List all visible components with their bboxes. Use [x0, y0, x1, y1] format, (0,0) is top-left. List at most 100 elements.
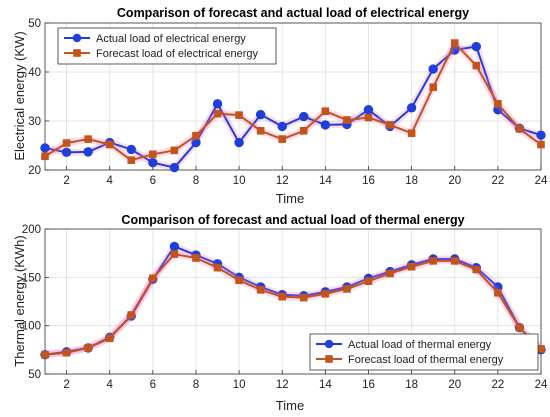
- x-tick-label: 22: [491, 379, 504, 391]
- data-point-actual: [61, 147, 72, 158]
- data-point-forecast: [278, 292, 287, 301]
- y-tick-label: 50: [28, 18, 41, 30]
- data-point-actual: [169, 162, 180, 173]
- data-point-actual: [212, 99, 223, 109]
- data-point-forecast: [84, 135, 92, 143]
- data-point-forecast: [256, 286, 265, 294]
- y-tick-label: 20: [28, 165, 41, 177]
- legend-label: Actual load of thermal energy: [348, 339, 492, 351]
- thermal-energy-chart: Comparison of forecast and actual load o…: [12, 213, 548, 413]
- data-point-forecast: [472, 265, 481, 274]
- electrical-chart-title: Comparison of forecast and actual load o…: [117, 6, 469, 20]
- data-point-forecast: [321, 289, 330, 298]
- data-point-forecast: [429, 83, 437, 91]
- x-tick-label: 10: [233, 379, 246, 391]
- data-point-forecast: [105, 334, 114, 343]
- data-point-actual: [471, 41, 482, 52]
- data-point-forecast: [407, 262, 416, 271]
- data-point-forecast: [537, 345, 545, 353]
- legend-marker-actual: [72, 33, 82, 43]
- x-tick-label: 10: [233, 175, 246, 187]
- x-tick-label: 14: [319, 379, 332, 391]
- data-point-forecast: [343, 285, 351, 293]
- data-point-actual: [406, 103, 417, 113]
- data-point-forecast: [213, 263, 222, 272]
- data-point-forecast: [450, 257, 459, 265]
- data-point-forecast: [494, 289, 502, 297]
- x-tick-label: 8: [193, 175, 199, 187]
- legend-marker-forecast: [325, 355, 333, 363]
- data-point-actual: [83, 147, 93, 157]
- x-tick-label: 4: [106, 379, 113, 391]
- data-point-actual: [536, 130, 546, 140]
- thermal-chart-xlabel: Time: [276, 398, 304, 413]
- data-point-forecast: [364, 277, 373, 285]
- x-tick-label: 22: [491, 175, 504, 187]
- data-point-forecast: [41, 152, 49, 161]
- thermal-chart-title: Comparison of forecast and actual load o…: [121, 213, 464, 227]
- data-point-forecast: [127, 311, 136, 319]
- data-point-forecast: [386, 269, 394, 278]
- data-point-forecast: [278, 135, 287, 143]
- x-tick-label: 18: [405, 379, 418, 391]
- thermal-chart-ylabel: Thermal energy (KWh): [12, 235, 27, 366]
- data-point-actual: [234, 137, 244, 148]
- x-tick-label: 24: [535, 379, 548, 391]
- legend-marker-forecast: [73, 49, 81, 57]
- data-point-forecast: [62, 348, 71, 357]
- data-point-actual: [428, 64, 438, 74]
- x-tick-label: 8: [193, 379, 199, 391]
- x-tick-label: 12: [276, 175, 289, 187]
- x-tick-label: 6: [150, 175, 156, 187]
- data-point-forecast: [515, 323, 524, 332]
- data-point-forecast: [515, 125, 524, 133]
- legend-box: [309, 333, 539, 371]
- data-point-forecast: [170, 146, 179, 155]
- data-point-forecast: [235, 111, 243, 119]
- data-point-forecast: [84, 344, 92, 352]
- x-tick-label: 2: [63, 175, 69, 187]
- data-point-forecast: [192, 131, 200, 140]
- data-point-forecast: [170, 250, 179, 258]
- data-point-forecast: [343, 116, 351, 124]
- data-point-forecast: [149, 150, 157, 159]
- legend-label: Forecast load of electrical energy: [96, 48, 259, 60]
- x-tick-label: 16: [362, 175, 375, 187]
- data-point-actual: [148, 157, 158, 168]
- x-tick-label: 14: [319, 175, 332, 187]
- data-point-actual: [255, 109, 266, 120]
- data-point-actual: [40, 143, 50, 153]
- x-tick-label: 20: [448, 379, 461, 391]
- x-tick-label: 16: [362, 379, 375, 391]
- data-point-actual: [363, 105, 374, 115]
- y-tick-label: 150: [22, 272, 41, 284]
- data-point-actual: [320, 120, 331, 130]
- data-point-forecast: [127, 156, 136, 164]
- legend-label: Actual load of electrical energy: [96, 33, 246, 45]
- y-tick-label: 100: [22, 321, 41, 333]
- data-point-forecast: [299, 293, 308, 302]
- electrical-chart-xlabel: Time: [276, 191, 304, 206]
- x-tick-label: 4: [106, 175, 113, 187]
- y-tick-label: 50: [28, 369, 41, 381]
- x-tick-label: 6: [150, 379, 156, 391]
- data-point-forecast: [62, 139, 71, 147]
- electrical-energy-chart: Comparison of forecast and actual load o…: [12, 6, 548, 206]
- data-point-forecast: [429, 257, 437, 265]
- legend-marker-actual: [324, 339, 334, 349]
- data-point-forecast: [256, 127, 265, 135]
- x-tick-label: 20: [448, 175, 461, 187]
- data-point-actual: [169, 241, 180, 252]
- x-tick-label: 2: [63, 379, 69, 391]
- data-point-forecast: [472, 61, 481, 70]
- y-tick-label: 200: [22, 224, 41, 236]
- axes-frame: [44, 228, 542, 375]
- data-point-forecast: [149, 274, 157, 283]
- data-point-forecast: [235, 276, 243, 285]
- y-tick-label: 30: [28, 116, 41, 128]
- data-point-forecast: [105, 140, 114, 149]
- data-point-forecast: [364, 113, 373, 122]
- data-point-actual: [126, 144, 136, 155]
- x-tick-label: 24: [535, 175, 548, 187]
